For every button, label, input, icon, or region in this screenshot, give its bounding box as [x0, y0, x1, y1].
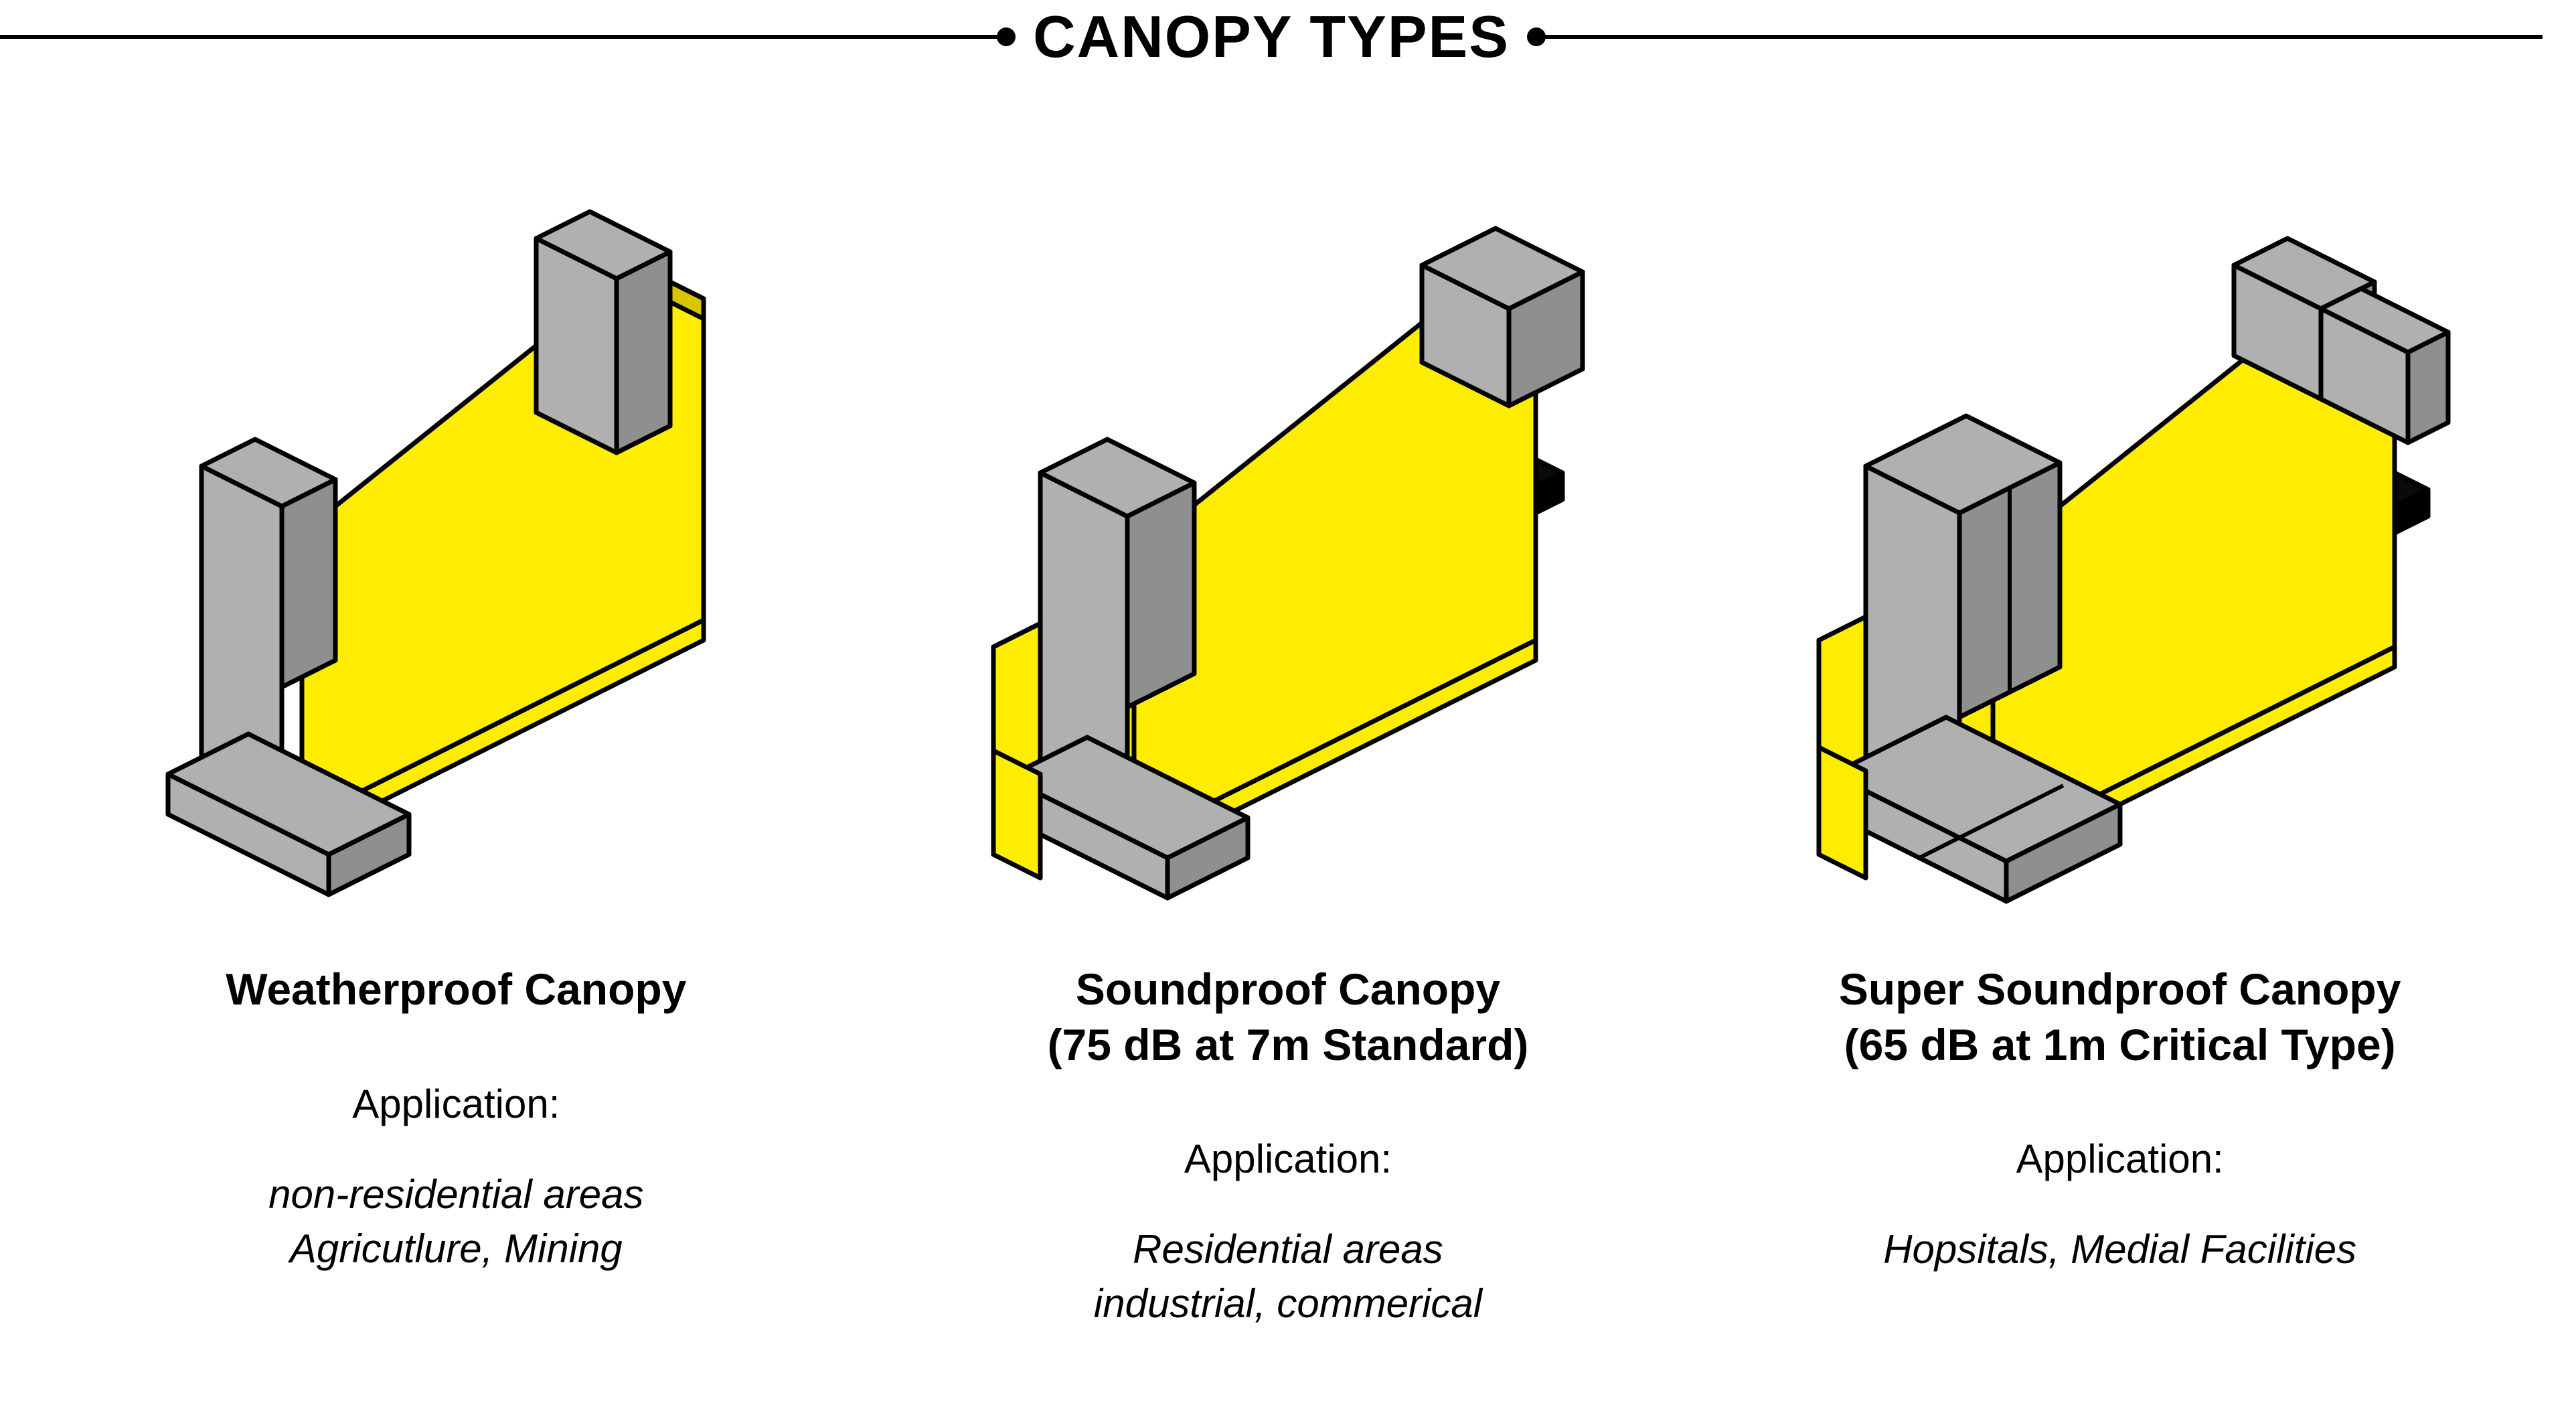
canopy-title: Weatherproof Canopy: [226, 962, 686, 1017]
canopy-grid: Weatherproof Canopy Application: non-res…: [0, 151, 2576, 1331]
canopy-card-soundproof: Soundproof Canopy (75 dB at 7m Standard)…: [886, 151, 1690, 1331]
header-rule-right: [1536, 35, 2543, 39]
canopy-title-line1: Super Soundproof Canopy: [1839, 962, 2401, 1017]
diagram-soundproof: [920, 151, 1656, 921]
application-label: Application:: [1184, 1136, 1392, 1182]
header-rule-left: [0, 35, 1006, 39]
page-title: CANOPY TYPES: [1033, 3, 1510, 71]
canopy-title-line2: (75 dB at 7m Standard): [1048, 1017, 1529, 1073]
weatherproof-canopy-icon: [168, 212, 704, 895]
canopy-title-line1: Soundproof Canopy: [1048, 962, 1529, 1017]
application-text: non-residential areas Agricutlure, Minin…: [268, 1167, 643, 1276]
canopy-title-line1: Weatherproof Canopy: [226, 962, 686, 1017]
canopy-title-line2: (65 dB at 1m Critical Type): [1839, 1017, 2401, 1073]
diagram-super-soundproof: [1752, 151, 2488, 921]
canopy-card-weatherproof: Weatherproof Canopy Application: non-res…: [54, 151, 858, 1276]
soundproof-canopy-icon: [993, 228, 1583, 898]
canopy-card-super-soundproof: Super Soundproof Canopy (65 dB at 1m Cri…: [1718, 151, 2522, 1276]
application-text: Hopsitals, Medial Facilities: [1883, 1222, 2356, 1276]
application-label: Application:: [2016, 1136, 2224, 1182]
super-soundproof-canopy-icon: [1819, 238, 2448, 901]
canopy-title: Super Soundproof Canopy (65 dB at 1m Cri…: [1839, 962, 2401, 1072]
diagram-weatherproof: [88, 151, 824, 921]
canopy-title: Soundproof Canopy (75 dB at 7m Standard): [1048, 962, 1529, 1072]
header: CANOPY TYPES: [0, 3, 2576, 71]
application-text: Residential areas industrial, commerical: [1094, 1222, 1482, 1331]
application-label: Application:: [352, 1081, 560, 1127]
